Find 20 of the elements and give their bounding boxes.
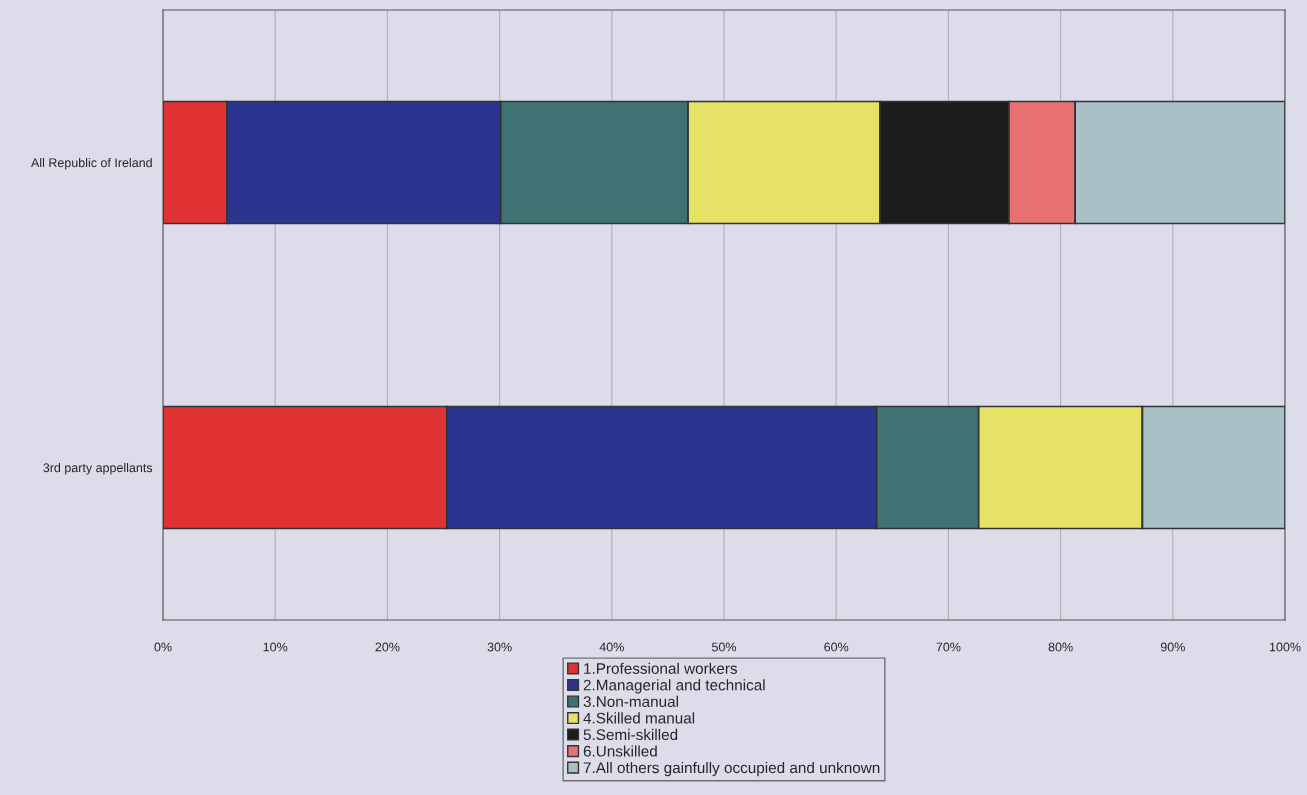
legend-label: 3.Non-manual: [583, 695, 678, 708]
legend-label: 5.Semi-skilled: [583, 728, 678, 741]
y-tick-label: All Republic of Ireland: [31, 157, 152, 170]
x-tick-label: 30%: [487, 642, 512, 652]
x-tick-label: 20%: [375, 642, 400, 652]
legend-label: 7.All others gainfully occupied and unknown: [583, 761, 880, 777]
x-tick-label: 60%: [824, 642, 849, 652]
x-tick-label: 0%: [154, 642, 172, 652]
legend-label: 1.Professional workers: [584, 662, 738, 674]
x-tick-label: 80%: [1048, 642, 1073, 652]
y-tick-label: 3rd party appellants: [43, 462, 153, 475]
legend-label: 6.Unskilled: [583, 745, 657, 757]
legend-label: 2.Managerial and technical: [583, 679, 765, 694]
x-tick-label: 100%: [1269, 642, 1301, 652]
x-tick-label: 40%: [599, 642, 624, 652]
legend-label: 4.Skilled manual: [583, 712, 695, 724]
x-tick-label: 70%: [936, 642, 961, 652]
x-tick-label: 10%: [263, 642, 288, 652]
x-tick-label: 90%: [1160, 642, 1185, 652]
x-tick-label: 50%: [711, 642, 737, 652]
